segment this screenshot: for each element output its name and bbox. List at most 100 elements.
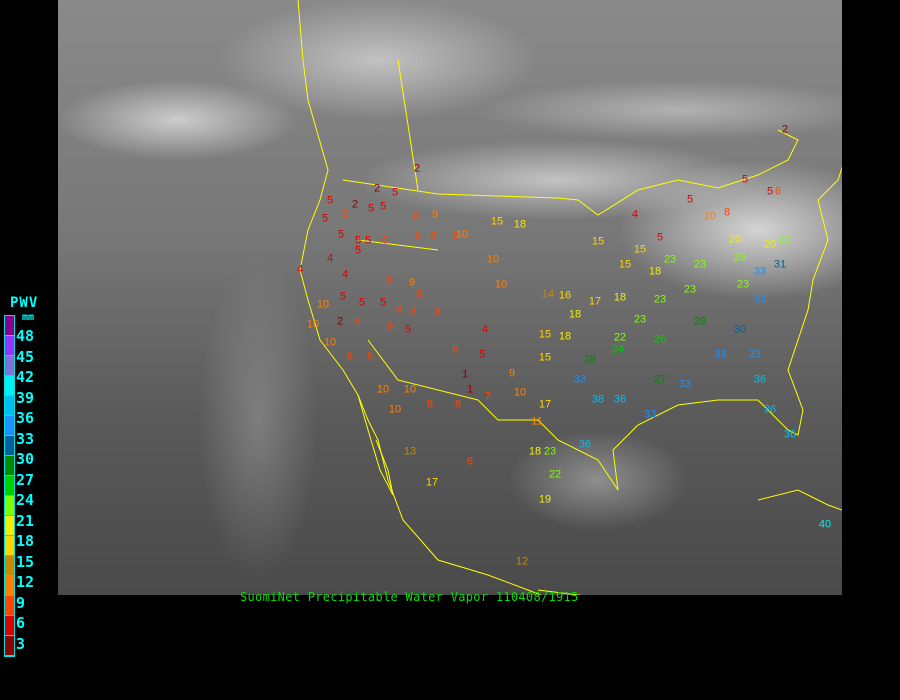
station-pwv-value: 6 bbox=[381, 234, 389, 247]
station-pwv-value: 8 bbox=[454, 398, 462, 411]
station-pwv-value: 8 bbox=[451, 230, 459, 243]
station-pwv-value: 5 bbox=[766, 185, 774, 198]
legend-tick-label: 21 bbox=[16, 511, 35, 530]
station-pwv-value: 5 bbox=[321, 212, 329, 225]
station-pwv-value: 23 bbox=[633, 313, 647, 326]
station-pwv-value: 5 bbox=[379, 200, 387, 213]
gulf-east-coastline bbox=[612, 166, 842, 491]
station-pwv-value: 28 bbox=[693, 315, 707, 328]
station-pwv-value: 18 bbox=[613, 291, 627, 304]
station-pwv-value: 10 bbox=[494, 278, 508, 291]
station-pwv-value: 8 bbox=[426, 398, 434, 411]
station-pwv-value: 13 bbox=[403, 445, 417, 458]
station-pwv-value: 2 bbox=[373, 182, 381, 195]
legend-tick-label: 39 bbox=[16, 388, 35, 407]
station-pwv-value: 15 bbox=[591, 235, 605, 248]
station-pwv-value: 18 bbox=[558, 330, 572, 343]
station-pwv-value: 6 bbox=[386, 320, 394, 333]
station-pwv-value: 22 bbox=[548, 468, 562, 481]
station-pwv-value: 6 bbox=[366, 350, 374, 363]
station-pwv-value: 12 bbox=[515, 555, 529, 568]
legend-swatch bbox=[5, 476, 14, 496]
station-pwv-value: 23 bbox=[693, 258, 707, 271]
station-pwv-value: 6 bbox=[386, 274, 394, 287]
station-pwv-value: 23 bbox=[663, 253, 677, 266]
legend-swatch bbox=[5, 436, 14, 456]
legend-swatch bbox=[5, 336, 14, 356]
station-pwv-value: 10 bbox=[486, 253, 500, 266]
station-pwv-value: 28 bbox=[583, 353, 597, 366]
station-pwv-value: 15 bbox=[538, 328, 552, 341]
station-pwv-value: 17 bbox=[588, 295, 602, 308]
station-pwv-value: 4 bbox=[341, 268, 349, 281]
station-pwv-value: 30 bbox=[733, 323, 747, 336]
station-pwv-value: 18 bbox=[568, 308, 582, 321]
legend-tick-label: 45 bbox=[16, 347, 35, 366]
station-pwv-value: 17 bbox=[538, 398, 552, 411]
station-pwv-value: 7 bbox=[484, 390, 492, 403]
state-lines bbox=[357, 239, 439, 251]
station-pwv-value: 33 bbox=[573, 373, 587, 386]
pwv-color-scale bbox=[4, 315, 15, 657]
legend-tick-label: 3 bbox=[16, 634, 26, 653]
station-pwv-value: 17 bbox=[425, 476, 439, 489]
station-pwv-value: 5 bbox=[478, 348, 486, 361]
station-pwv-value: 2 bbox=[351, 198, 359, 211]
station-pwv-value: 10 bbox=[316, 298, 330, 311]
station-pwv-value: 14 bbox=[541, 288, 555, 301]
station-pwv-value: 1 bbox=[466, 383, 474, 396]
legend-tick-label: 33 bbox=[16, 429, 35, 448]
station-pwv-value: 4 bbox=[326, 252, 334, 265]
station-pwv-value: 5 bbox=[354, 244, 362, 257]
station-pwv-value: 23 bbox=[543, 445, 557, 458]
legend-swatch bbox=[5, 536, 14, 556]
west-coastline bbox=[297, 0, 542, 595]
station-pwv-value: 5 bbox=[404, 323, 412, 336]
legend-tick-label: 6 bbox=[16, 614, 26, 632]
station-pwv-value: 22 bbox=[613, 331, 627, 344]
station-pwv-value: 36 bbox=[763, 403, 777, 416]
station-pwv-value: 5 bbox=[391, 186, 399, 199]
legend-tick-label: 30 bbox=[16, 450, 35, 468]
legend-swatch bbox=[5, 396, 14, 416]
station-pwv-value: 4 bbox=[481, 323, 489, 336]
legend-tick-label: 36 bbox=[16, 409, 35, 427]
station-pwv-value: 27 bbox=[653, 373, 667, 386]
station-pwv-value: 15 bbox=[618, 258, 632, 271]
station-pwv-value: 2 bbox=[781, 123, 789, 136]
station-pwv-value: 33 bbox=[678, 378, 692, 391]
station-pwv-value: 16 bbox=[558, 289, 572, 302]
legend-swatch bbox=[5, 356, 14, 376]
station-pwv-value: 8 bbox=[416, 288, 424, 301]
station-pwv-value: 5 bbox=[656, 231, 664, 244]
station-pwv-value: 24 bbox=[611, 343, 625, 356]
legend-tick-label: 12 bbox=[16, 573, 35, 591]
legend-swatch bbox=[5, 616, 14, 636]
station-pwv-value: 4 bbox=[296, 263, 304, 276]
station-pwv-value: 8 bbox=[395, 303, 403, 316]
us-canada-border bbox=[342, 129, 799, 216]
station-pwv-value: 6 bbox=[466, 455, 474, 468]
satellite-map[interactable]: 2 2 2 5 5 5 5 6 5 6 9 6 8 8 10 6 5 5 5 5 4 4 4 5 5 5 6 9 8 8 8 8 6 5 10 10 2… bbox=[58, 0, 842, 595]
station-pwv-value: 36 bbox=[578, 438, 592, 451]
station-pwv-value: 5 bbox=[367, 202, 375, 215]
station-pwv-value: 20 bbox=[763, 238, 777, 251]
legend-swatch bbox=[5, 456, 14, 476]
station-pwv-value: 10 bbox=[703, 210, 717, 223]
station-pwv-value: 5 bbox=[354, 234, 362, 247]
legend-swatch bbox=[5, 376, 14, 396]
legend-swatch bbox=[5, 516, 14, 536]
station-pwv-value: 10 bbox=[455, 228, 469, 241]
legend-tick-label: 42 bbox=[16, 368, 35, 386]
station-pwv-value: 11 bbox=[531, 415, 543, 428]
station-pwv-value: 10 bbox=[403, 383, 417, 396]
station-pwv-value: 22 bbox=[778, 233, 792, 246]
station-pwv-value: 5 bbox=[326, 194, 334, 207]
station-pwv-value: 40 bbox=[818, 518, 832, 531]
legend-swatch bbox=[5, 496, 14, 516]
station-pwv-value: 5 bbox=[364, 234, 372, 247]
station-pwv-value: 8 bbox=[723, 206, 731, 219]
station-pwv-value: 15 bbox=[538, 351, 552, 364]
station-pwv-value: 10 bbox=[376, 383, 390, 396]
cuba-outline bbox=[757, 489, 842, 511]
